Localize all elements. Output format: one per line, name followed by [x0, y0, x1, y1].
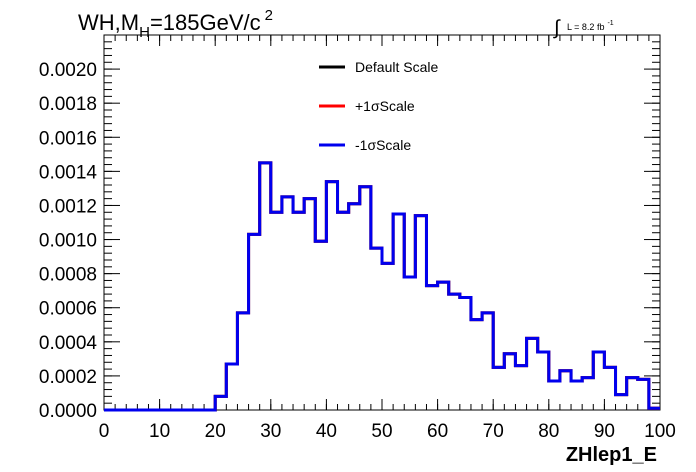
lumi-integral-symbol: ∫	[553, 17, 561, 39]
x-tick-label: 10	[149, 421, 170, 442]
lumi-text: L = 8.2 fb	[567, 22, 604, 32]
x-tick-label: 80	[538, 421, 559, 442]
legend-label-1: Default Scale	[355, 59, 438, 75]
x-tick-label: 30	[260, 421, 281, 442]
x-tick-label: 90	[594, 421, 615, 442]
x-tick-label: 70	[483, 421, 504, 442]
x-tick-labels: 0 10 20 30 40 50 60 70 80 90 100	[99, 421, 676, 442]
series-line-3	[104, 161, 660, 412]
series-line-1	[104, 161, 660, 412]
title-superscript: 2	[265, 7, 273, 24]
series-line-2	[104, 161, 660, 412]
y-tick-label: 0.0012	[39, 196, 97, 217]
x-tick-label: 60	[427, 421, 448, 442]
y-tick-label: 0.0008	[39, 265, 97, 286]
x-tick-label: 50	[371, 421, 392, 442]
y-tick-label: 0.0000	[39, 401, 97, 422]
x-axis-label: ZHlep1_E	[566, 444, 657, 466]
plot-frame	[103, 34, 661, 411]
y-tick-label: 0.0016	[39, 128, 97, 149]
legend: Default Scale +1σScale -1σScale	[319, 59, 438, 153]
x-tick-label: 20	[205, 421, 226, 442]
y-tick-label: 0.0004	[39, 333, 98, 354]
axis-ticks	[103, 34, 661, 411]
title-value: =185GeV/c	[150, 10, 261, 35]
y-tick-label: 0.0014	[39, 162, 98, 183]
title-prefix: WH,M	[78, 10, 139, 35]
x-tick-label: 0	[99, 421, 110, 442]
lumi-superscript: -1	[607, 20, 613, 27]
y-tick-label: 0.0006	[39, 299, 97, 320]
title-subscript: H	[139, 24, 150, 41]
y-tick-label: 0.0010	[39, 231, 97, 252]
y-tick-labels: 0.0000 0.0002 0.0004 0.0006 0.0008 0.0010 0.00…	[39, 60, 98, 422]
legend-label-3: -1σScale	[355, 137, 411, 153]
series-layer	[104, 161, 660, 412]
y-tick-label: 0.0018	[39, 94, 97, 115]
legend-label-2: +1σScale	[355, 98, 415, 114]
x-tick-label: 40	[316, 421, 337, 442]
y-tick-label: 0.0002	[39, 367, 97, 388]
lumi-label: L = 8.2 fb -1	[567, 20, 614, 32]
chart-title: WH,MH=185GeV/c 2	[78, 7, 273, 41]
y-tick-label: 0.0020	[39, 60, 97, 81]
x-tick-label: 100	[644, 421, 676, 442]
